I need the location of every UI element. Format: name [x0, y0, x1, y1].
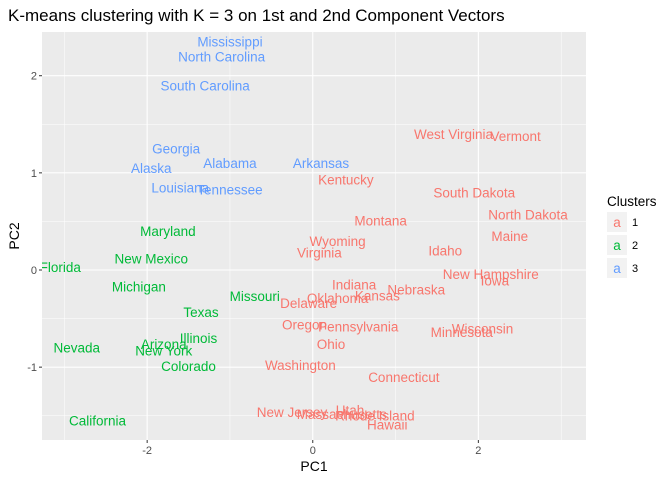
x-tick-label: -2 [142, 445, 152, 457]
x-tick-label: 0 [310, 445, 316, 457]
point-label: Florida [40, 260, 82, 275]
point-label: New Hampshire [443, 267, 539, 282]
y-tick-label: 2 [31, 71, 37, 83]
legend-glyph: a [613, 215, 621, 230]
point-label: Michigan [112, 280, 166, 295]
y-tick-label: 0 [31, 265, 37, 277]
point-label: Alabama [203, 156, 257, 171]
point-label: Ohio [317, 337, 346, 352]
point-label: Connecticut [368, 370, 440, 385]
point-label: California [69, 414, 127, 429]
point-label: South Dakota [433, 185, 515, 200]
point-label: Montana [354, 213, 407, 228]
point-label: Texas [183, 305, 219, 320]
point-label: Maine [491, 229, 528, 244]
point-label: Oregon [282, 317, 327, 332]
point-label: Delaware [280, 296, 337, 311]
point-label: Idaho [428, 244, 462, 259]
legend-glyph: a [613, 238, 621, 253]
point-label: Georgia [152, 142, 201, 157]
point-label: Maryland [140, 224, 196, 239]
y-tick-label: -1 [27, 362, 37, 374]
point-label: Pennsylvania [318, 319, 399, 334]
legend: Clusters a 1a 2a 3 [607, 194, 657, 278]
point-label: Missouri [230, 289, 280, 304]
point-label: Colorado [161, 359, 216, 374]
point-label: Indiana [332, 278, 377, 293]
point-label: New Jersey [257, 405, 328, 420]
plot-panel [42, 32, 586, 440]
point-label: Hawaii [367, 417, 408, 432]
point-label: Kansas [355, 288, 400, 303]
point-label: Arizona [141, 337, 187, 352]
point-label: Minnesota [431, 325, 494, 340]
legend-key [607, 212, 627, 232]
point-label: Nevada [54, 341, 101, 356]
legend-label: 1 [632, 217, 638, 229]
point-label: Utah [336, 403, 365, 418]
point-label: Wyoming [310, 234, 366, 249]
point-label: Iowa [481, 274, 510, 289]
legend-label: 3 [632, 263, 638, 275]
point-label: New Mexico [115, 251, 189, 266]
point-label: South Carolina [160, 78, 250, 93]
point-label: Nebraska [387, 282, 445, 297]
legend-key [607, 235, 627, 255]
x-axis-title: PC1 [300, 458, 327, 474]
point-label: North Dakota [488, 208, 568, 223]
point-label: Mississippi [197, 35, 262, 50]
point-label: Tennessee [197, 182, 262, 197]
point-label: Rhode Island [335, 409, 415, 424]
point-label: West Virginia [414, 127, 494, 142]
axis-ticks: -2 0 2 -1 0 1 2 [27, 71, 481, 457]
point-label: Arkansas [293, 156, 350, 171]
point-label: Vermont [490, 129, 541, 144]
point-label: New York [135, 344, 192, 359]
point-label: Illinois [180, 331, 218, 346]
legend-key [607, 258, 627, 278]
point-label: Massachusetts [297, 407, 387, 422]
point-label: Wisconsin [452, 321, 514, 336]
point-label: Virginia [297, 246, 342, 261]
legend-label: 2 [632, 240, 638, 252]
legend-title: Clusters [607, 194, 657, 209]
point-label: Louisiana [151, 180, 209, 195]
point-label: Alaska [131, 161, 172, 176]
point-label: Kentucky [318, 173, 374, 188]
x-tick-label: 2 [475, 445, 481, 457]
legend-glyph: a [613, 261, 621, 276]
y-axis-title: PC2 [6, 222, 22, 249]
point-label: Washington [265, 358, 336, 373]
point-label: North Carolina [178, 49, 266, 64]
grid-lines [42, 32, 586, 440]
chart-title: K-means clustering with K = 3 on 1st and… [8, 6, 505, 25]
point-label: Oklahoma [307, 291, 369, 306]
y-tick-label: 1 [31, 168, 37, 180]
